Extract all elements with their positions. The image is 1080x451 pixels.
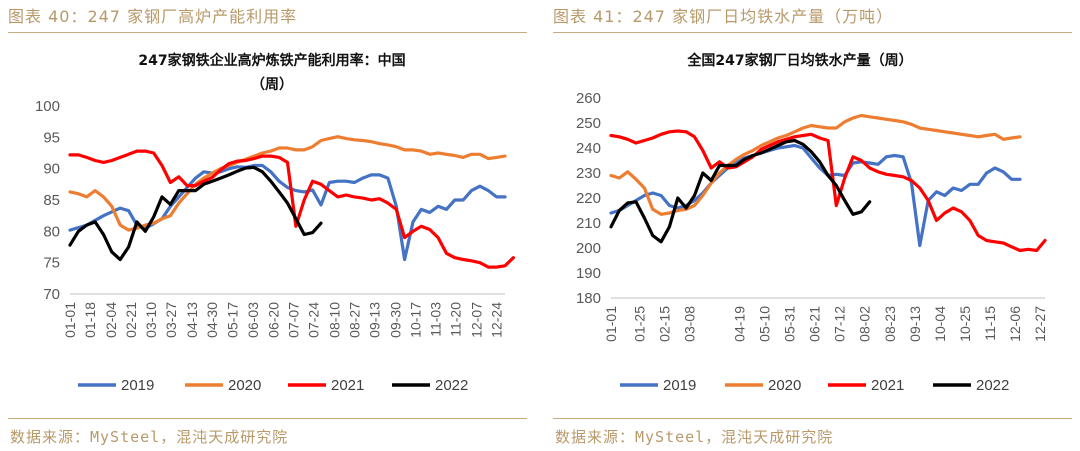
x-tick-label: 01-18 (82, 302, 98, 338)
legend-label-2021: 2021 (871, 377, 904, 394)
x-tick-label: 10-17 (407, 302, 423, 338)
legend-label-2019: 2019 (663, 377, 696, 394)
series-line-2019 (609, 143, 1022, 248)
title-rule (8, 32, 527, 33)
chart-title: 247家钢铁企业高炉炼铁产能利用率：中国 (138, 52, 405, 69)
x-tick-label: 01-01 (603, 306, 619, 342)
source-note: 数据来源：MySteel，混沌天成研究院 (10, 428, 289, 446)
legend-label-2021: 2021 (331, 377, 364, 394)
y-tick-label: 250 (576, 115, 601, 132)
x-tick-label: 08-02 (857, 306, 873, 342)
y-tick-label: 190 (576, 265, 601, 282)
legend-label-2022: 2022 (976, 377, 1009, 394)
x-tick-label: 02-21 (123, 302, 139, 338)
x-tick-label: 04-13 (184, 302, 200, 338)
x-tick-label: 08-23 (882, 306, 898, 342)
x-tick-label: 07-24 (305, 302, 321, 338)
panel-daily-hot-metal-output: 图表 41：247 家钢厂日均铁水产量（万吨） 全国247家钢厂日均铁水产量（周… (545, 0, 1080, 451)
source-rule (553, 418, 1072, 419)
source-note: 数据来源：MySteel，混沌天成研究院 (555, 428, 834, 446)
x-tick-label: 12-24 (489, 302, 505, 338)
x-tick-label: 02-04 (103, 302, 119, 338)
x-tick-label: 09-13 (367, 302, 383, 338)
x-tick-label: 08-10 (326, 302, 342, 338)
hot-metal-line-chart: 全国247家钢厂日均铁水产量（周） 180 190 200 210 220 230 240 25… (576, 52, 1048, 394)
x-tick-label: 11-20 (448, 302, 464, 337)
y-tick-label: 210 (576, 215, 601, 232)
x-tick-label: 05-31 (782, 306, 798, 342)
x-tick-label: 11-03 (428, 302, 444, 337)
x-tick-label: 10-25 (957, 306, 973, 342)
y-tick-label: 75 (43, 255, 60, 272)
x-tick-label: 06-21 (807, 306, 823, 342)
panel-blast-furnace-utilization: 图表 40：247 家钢厂高炉产能利用率 247家钢铁企业高炉炼铁产能利用率：中… (0, 0, 535, 451)
x-tick-label: 07-07 (285, 302, 301, 338)
x-tick-label: 09-13 (907, 306, 923, 342)
y-tick-label: 180 (576, 290, 601, 307)
chart-title: 全国247家钢厂日均铁水产量（周） (686, 52, 912, 69)
x-tick-label: 10-04 (932, 306, 948, 342)
x-tick-label: 06-20 (265, 302, 281, 338)
legend-label-2020: 2020 (228, 377, 261, 394)
y-tick-label: 230 (576, 165, 601, 182)
series-line-2022 (609, 138, 872, 244)
x-tick-label: 03-10 (143, 302, 159, 338)
y-tick-label: 220 (576, 190, 601, 207)
x-tick-label: 12-07 (469, 302, 485, 338)
x-tick-label: 01-25 (631, 306, 647, 342)
x-tick-label: 08-27 (346, 302, 362, 338)
x-tick-label: 07-12 (832, 306, 848, 342)
utilization-line-chart: 247家钢铁企业高炉炼铁产能利用率：中国 （周） 70 75 80 85 90 95 100 01… (35, 52, 515, 394)
legend-label-2020: 2020 (768, 377, 801, 394)
figure-title: 图表 40：247 家钢厂高炉产能利用率 (8, 7, 298, 26)
title-rule (553, 32, 1072, 33)
x-tick-label: 06-03 (245, 302, 261, 338)
y-tick-label: 240 (576, 140, 601, 157)
series-line-2022 (68, 165, 323, 262)
x-tick-label: 05-17 (224, 302, 240, 338)
y-tick-label: 90 (43, 161, 60, 178)
y-tick-label: 260 (576, 90, 601, 107)
chart-title: （周） (251, 77, 293, 93)
y-tick-label: 85 (43, 192, 60, 209)
figure-title: 图表 41：247 家钢厂日均铁水产量（万吨） (553, 7, 894, 26)
y-tick-label: 100 (35, 98, 60, 115)
x-tick-label: 03-27 (163, 302, 179, 338)
x-tick-label: 01-01 (62, 302, 78, 338)
x-tick-label: 03-08 (681, 306, 697, 342)
series-line-2021 (609, 129, 1047, 253)
legend-label-2022: 2022 (435, 377, 468, 394)
y-tick-label: 200 (576, 240, 601, 257)
y-tick-label: 70 (43, 286, 60, 303)
x-tick-label: 12-27 (1032, 306, 1048, 342)
x-tick-label: 04-30 (204, 302, 220, 338)
x-tick-label: 12-06 (1007, 306, 1023, 342)
y-tick-label: 80 (43, 223, 60, 240)
x-tick-label: 02-15 (656, 306, 672, 342)
series-line-2020 (609, 113, 1022, 216)
series-line-2021 (68, 149, 515, 269)
x-tick-label: 11-15 (982, 306, 998, 341)
x-tick-label: 09-30 (387, 302, 403, 338)
x-tick-label: 04-19 (732, 306, 748, 342)
series-line-2019 (68, 163, 507, 262)
legend-label-2019: 2019 (121, 377, 154, 394)
y-tick-label: 95 (43, 129, 60, 146)
source-rule (8, 418, 527, 419)
x-tick-label: 05-10 (757, 306, 773, 342)
